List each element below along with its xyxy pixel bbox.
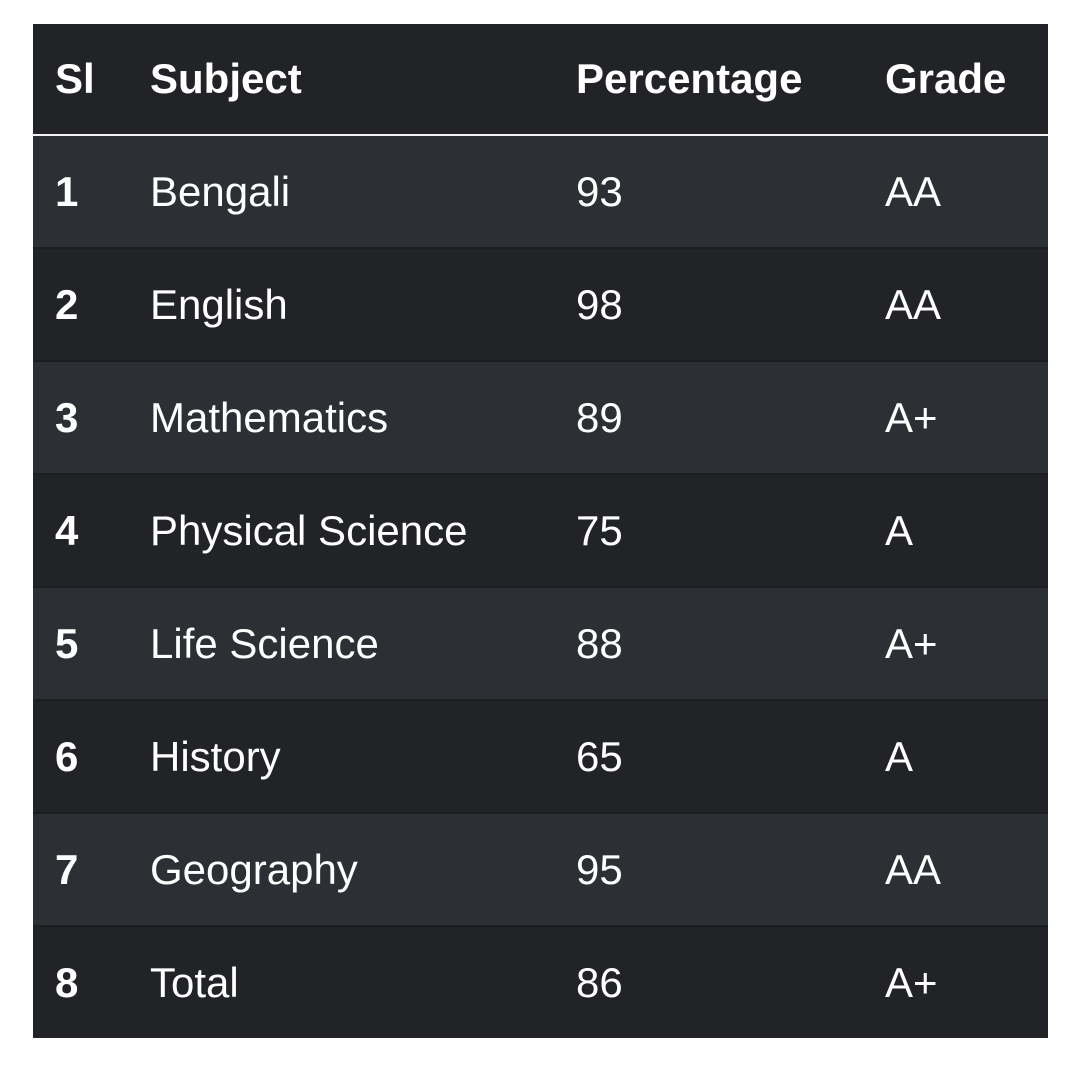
row-si: 7 <box>55 845 79 893</box>
row-subject: History <box>150 732 281 780</box>
row-grade: A <box>885 506 914 554</box>
row-percentage: 65 <box>576 732 623 780</box>
row-grade: A+ <box>885 619 938 667</box>
header-grade: Grade <box>885 55 1007 102</box>
row-percentage: 95 <box>576 845 623 893</box>
row-subject: Total <box>150 958 239 1006</box>
table-row: 2 English 98 AA <box>33 249 1048 362</box>
row-grade: AA <box>885 280 942 328</box>
table-row: 4 Physical Science 75 A <box>33 475 1048 588</box>
table-header-row: Sl Subject Percentage Grade <box>33 24 1048 136</box>
table-row: 6 History 65 A <box>33 701 1048 814</box>
row-subject: Geography <box>150 845 358 893</box>
row-percentage: 89 <box>576 393 623 441</box>
row-si: 3 <box>55 393 79 441</box>
row-grade: A+ <box>885 393 938 441</box>
row-percentage: 86 <box>576 958 623 1006</box>
row-si: 2 <box>55 280 79 328</box>
row-grade: A <box>885 732 914 780</box>
marks-table: Sl Subject Percentage Grade 1 Bengali 93… <box>33 24 1048 1038</box>
table-row: 1 Bengali 93 AA <box>33 136 1048 249</box>
row-percentage: 98 <box>576 280 623 328</box>
row-subject: English <box>150 280 288 328</box>
row-subject: Bengali <box>150 167 291 215</box>
row-si: 4 <box>55 506 79 554</box>
row-percentage: 75 <box>576 506 623 554</box>
row-grade: A+ <box>885 958 938 1006</box>
row-si: 8 <box>55 958 79 1006</box>
table-row: 5 Life Science 88 A+ <box>33 588 1048 701</box>
row-percentage: 93 <box>576 167 623 215</box>
row-subject: Life Science <box>150 619 379 667</box>
header-si: Sl <box>55 55 95 102</box>
row-si: 1 <box>55 167 79 215</box>
row-grade: AA <box>885 845 942 893</box>
table-row: 3 Mathematics 89 A+ <box>33 362 1048 475</box>
header-percentage: Percentage <box>576 55 803 102</box>
row-grade: AA <box>885 167 942 215</box>
table-row-total: 8 Total 86 A+ <box>33 927 1048 1038</box>
header-subject: Subject <box>150 55 302 102</box>
row-percentage: 88 <box>576 619 623 667</box>
row-si: 6 <box>55 732 79 780</box>
row-si: 5 <box>55 619 79 667</box>
row-subject: Mathematics <box>150 393 389 441</box>
row-subject: Physical Science <box>150 506 468 554</box>
table-row: 7 Geography 95 AA <box>33 814 1048 927</box>
